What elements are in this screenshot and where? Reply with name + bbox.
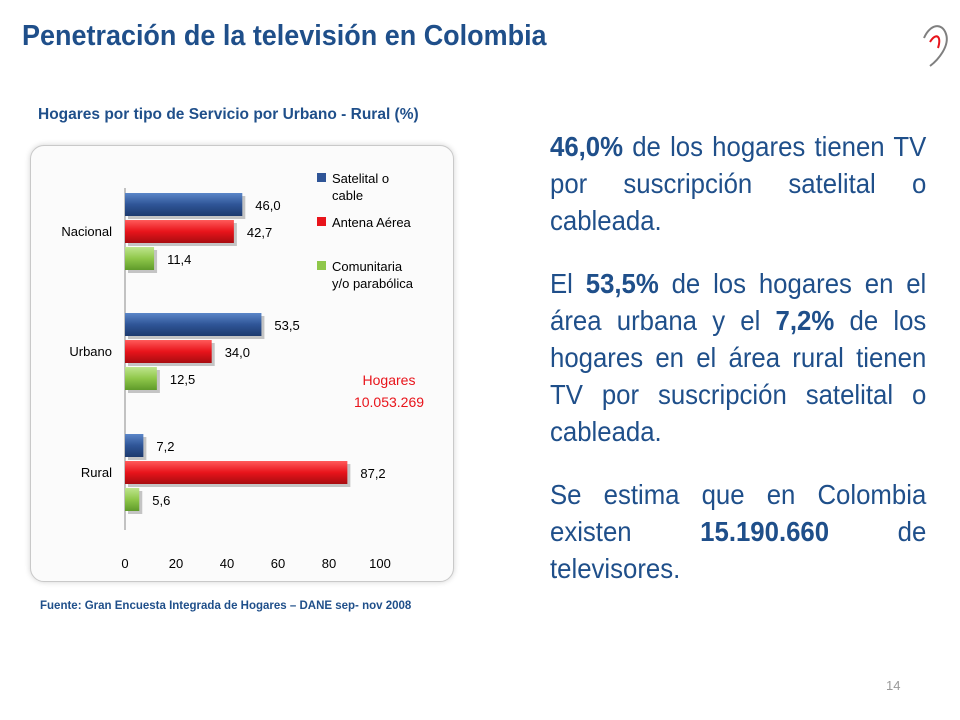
p3-bold: 15.190.660	[700, 516, 830, 547]
legend-label-3-line-2: y/o parabólica	[332, 276, 414, 291]
p1-bold: 46,0%	[550, 131, 624, 162]
p2-text-2: de los hogares en el área urbana y el	[550, 268, 927, 336]
body-text: 46,0% de los hogares tienen TV por suscr…	[550, 128, 926, 613]
p2-bold-2: 7,2%	[775, 305, 835, 336]
bar-urbano-series-2	[125, 340, 212, 363]
paragraph-3: Se estima que en Colombia existen 15.190…	[550, 476, 926, 587]
p3-text-2: de televisores.	[550, 516, 927, 584]
p2-text-3: de los hogares en el área rural tienen T…	[550, 305, 927, 447]
data-label-urbano-series-1: 53,5	[274, 318, 299, 333]
bar-chart: Nacional 46,0 42,7 11,4 Urbano 53,5 34,0 12,5 Ru…	[61, 171, 424, 571]
chart-title: Hogares por tipo de Servicio por Urbano …	[38, 106, 419, 123]
data-label-nacional-series-3: 11,4	[167, 252, 191, 267]
p2-text-1: El	[550, 268, 586, 299]
annotation-hogares-value: 10.053.269	[354, 394, 424, 410]
data-label-nacional-series-2: 42,7	[247, 225, 272, 240]
chart-panel	[30, 145, 454, 582]
category-label-nacional: Nacional	[61, 224, 112, 239]
bar-rural-series-1	[125, 434, 144, 457]
x-tick-label-60: 60	[271, 556, 285, 571]
legend-label-3-line-1: Comunitaria	[332, 259, 403, 274]
x-tick-label-100: 100	[369, 556, 391, 571]
x-tick-label-20: 20	[169, 556, 183, 571]
data-label-rural-series-2: 87,2	[360, 466, 385, 481]
x-tick-label-0: 0	[121, 556, 128, 571]
legend-swatch-3	[317, 261, 326, 270]
bar-nacional-series-3	[125, 247, 155, 270]
bar-nacional-series-2	[125, 220, 234, 243]
bar-urbano-series-1	[125, 313, 262, 336]
cntv-logo	[923, 25, 948, 67]
data-label-nacional-series-1: 46,0	[255, 198, 280, 213]
category-label-rural: Rural	[81, 465, 112, 480]
legend-label-2-line-1: Antena Aérea	[332, 215, 412, 230]
x-tick-label-40: 40	[220, 556, 234, 571]
annotation-hogares-label: Hogares	[363, 372, 416, 388]
bar-nacional-series-1	[125, 193, 243, 216]
x-tick-label-80: 80	[322, 556, 336, 571]
bar-rural-series-3	[125, 488, 140, 511]
data-label-urbano-series-2: 34,0	[225, 345, 250, 360]
legend-swatch-1	[317, 173, 326, 182]
category-label-urbano: Urbano	[69, 344, 112, 359]
data-label-rural-series-3: 5,6	[152, 493, 170, 508]
paragraph-1: 46,0% de los hogares tienen TV por suscr…	[550, 128, 926, 239]
chart-source: Fuente: Gran Encuesta Integrada de Hogar…	[40, 600, 412, 612]
p1-text: de los hogares tienen TV por suscripción…	[550, 131, 927, 236]
bar-urbano-series-3	[125, 367, 157, 390]
p2-bold-1: 53,5%	[585, 268, 659, 299]
slide-title: Penetración de la televisión en Colombia	[22, 20, 547, 52]
p3-text-1: Se estima que en Colombia existen	[550, 479, 927, 547]
legend-swatch-2	[317, 217, 326, 226]
data-label-urbano-series-3: 12,5	[170, 372, 195, 387]
paragraph-2: El 53,5% de los hogares en el área urban…	[550, 265, 926, 450]
page-number: 14	[886, 678, 901, 693]
legend-label-1-line-1: Satelital o	[332, 171, 389, 186]
data-label-rural-series-1: 7,2	[156, 439, 174, 454]
bar-rural-series-2	[125, 461, 348, 484]
legend-label-1-line-2: cable	[332, 188, 363, 203]
